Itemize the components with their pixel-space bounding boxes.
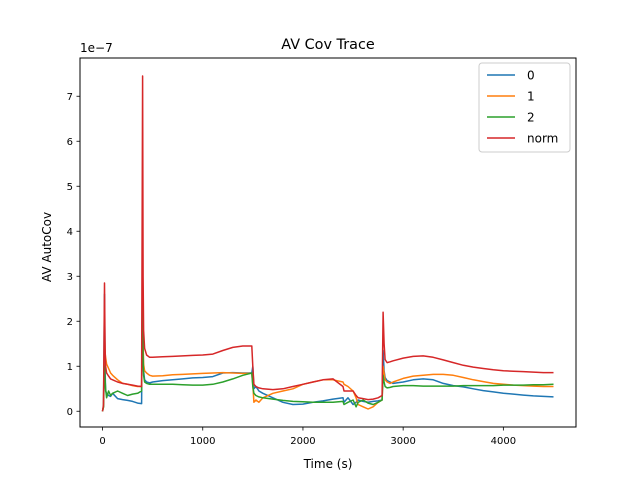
y-tick-label: 2	[67, 317, 73, 328]
x-tick-label: 4000	[491, 436, 516, 447]
x-tick-label: 0	[99, 436, 105, 447]
y-axis-label: AV AutoCov	[40, 212, 54, 282]
legend: 0 1 2 norm	[478, 62, 571, 153]
y-tick-label: 7	[67, 92, 73, 103]
y-tick-label: 4	[67, 227, 73, 238]
x-axis-label: Time (s)	[303, 457, 353, 471]
legend-label-norm: norm	[527, 132, 558, 146]
y-tick-label: 0	[67, 407, 73, 418]
y-tick-label: 1	[67, 362, 73, 373]
legend-box	[478, 62, 571, 153]
axes-frame	[79, 57, 577, 428]
plot-area	[101, 75, 554, 412]
y-tick-label: 3	[67, 272, 73, 283]
series-line-norm	[101, 75, 554, 412]
chart-title: AV Cov Trace	[281, 37, 375, 53]
series-line-2	[101, 298, 554, 412]
legend-label-2: 2	[527, 111, 535, 125]
legend-label-0: 0	[527, 69, 535, 83]
y-tick-label: 6	[67, 137, 73, 148]
x-tick-label: 2000	[290, 436, 315, 447]
x-tick-label: 1000	[190, 436, 215, 447]
legend-label-1: 1	[527, 90, 535, 104]
y-tick-label: 5	[67, 182, 73, 193]
y-offset-label: 1e−7	[80, 41, 113, 55]
axis-ticks: 0 1000 2000 3000 4000 0 1 2 3 4 5 6 7	[67, 92, 516, 447]
series-line-0	[101, 257, 554, 412]
x-tick-label: 3000	[390, 436, 415, 447]
